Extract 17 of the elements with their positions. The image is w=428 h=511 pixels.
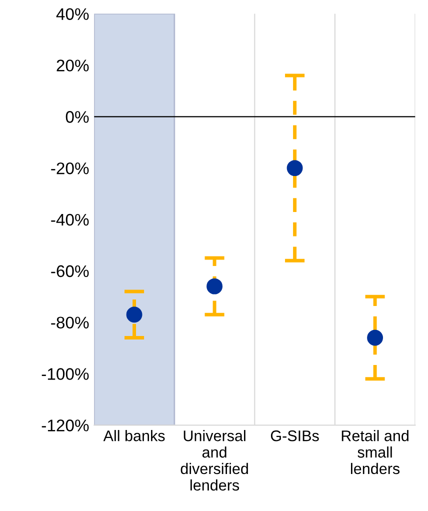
y-tick-label: -60% [51, 265, 89, 278]
x-tick-label: G-SIBs [270, 430, 319, 442]
y-tick-label: -20% [51, 162, 89, 174]
y-tick-label: -40% [51, 214, 89, 226]
y-tick-label: 40% [56, 8, 89, 20]
x-tick-label: Retail and small lenders [342, 430, 408, 474]
y-tick-label: -100% [42, 368, 89, 380]
y-tick-label: 20% [56, 60, 89, 72]
x-tick-label: Universal and diversified lenders [180, 430, 248, 491]
point [367, 330, 384, 346]
point [286, 160, 303, 176]
x-tick-label: All banks [103, 430, 165, 442]
y-tick-label: -120% [42, 420, 89, 432]
y-tick-label: 0% [66, 111, 89, 123]
y-tick-label: -80% [51, 316, 89, 329]
point [206, 278, 223, 294]
point [126, 306, 142, 323]
